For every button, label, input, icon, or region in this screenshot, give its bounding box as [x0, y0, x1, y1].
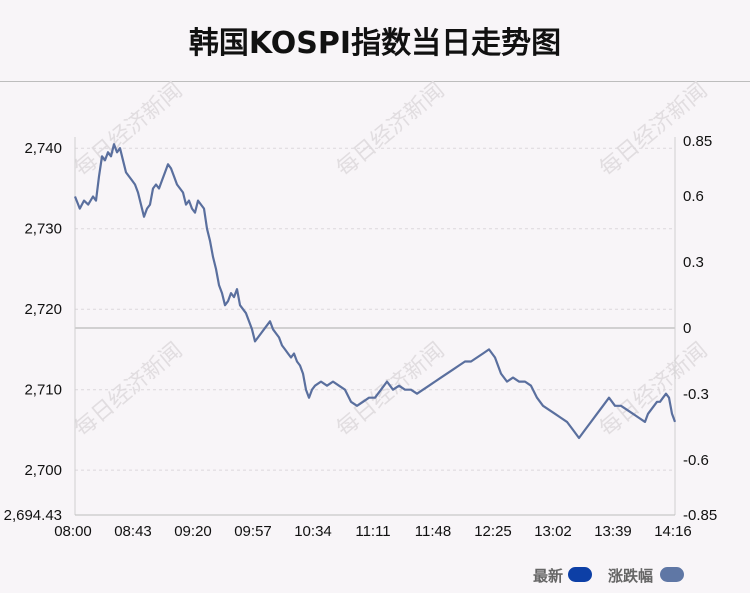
- x-tick-label: 11:11: [355, 523, 390, 540]
- grid-lines: [75, 147, 675, 471]
- right-tick-label: 0.3: [683, 254, 704, 271]
- right-tick-label: 0.85: [683, 133, 712, 150]
- left-axis-ticks: 2,740 2,730 2,720 2,710 2,700 2,694.43: [4, 140, 62, 524]
- x-tick-label: 10:34: [294, 523, 332, 540]
- legend-label-change: 涨跌幅: [608, 567, 654, 585]
- watermark-text: 每日经济新闻: [332, 78, 449, 182]
- x-tick-label: 09:20: [174, 523, 212, 540]
- x-tick-label: 14:16: [654, 523, 692, 540]
- x-tick-label: 08:00: [54, 523, 92, 540]
- legend-swatch-change: [660, 567, 684, 582]
- watermark-text: 每日经济新闻: [595, 78, 712, 182]
- x-tick-label: 11:48: [415, 523, 451, 540]
- right-tick-label: 0: [683, 320, 691, 337]
- x-tick-label: 13:02: [534, 523, 572, 540]
- x-tick-label: 12:25: [474, 523, 512, 540]
- left-tick-label: 2,700: [24, 462, 62, 479]
- left-tick-label: 2,710: [24, 382, 62, 399]
- left-tick-label: 2,720: [24, 301, 62, 318]
- right-tick-label: -0.85: [683, 507, 717, 524]
- axes: [74, 137, 676, 516]
- x-tick-label: 13:39: [594, 523, 632, 540]
- series-layer: [73, 143, 677, 440]
- series-line: [73, 143, 677, 440]
- left-tick-label: 2,694.43: [4, 507, 62, 524]
- x-axis-ticks: 08:00 08:43 09:20 09:57 10:34 11:11 11:48 12:25…: [54, 523, 692, 540]
- x-tick-label: 08:43: [114, 523, 152, 540]
- left-tick-label: 2,730: [24, 221, 62, 238]
- title-divider: [0, 81, 750, 82]
- right-tick-label: -0.6: [683, 452, 709, 469]
- right-axis-ticks: 0.85 0.6 0.3 0 -0.3 -0.6 -0.85: [683, 133, 717, 524]
- chart-title: 韩国KOSPI指数当日走势图: [188, 26, 562, 61]
- right-tick-label: -0.3: [683, 386, 709, 403]
- x-tick-label: 09:57: [234, 523, 272, 540]
- left-tick-label: 2,740: [24, 140, 62, 157]
- right-tick-label: 0.6: [683, 188, 704, 205]
- legend-label-latest: 最新: [533, 567, 564, 585]
- legend-swatch-latest: [568, 567, 592, 582]
